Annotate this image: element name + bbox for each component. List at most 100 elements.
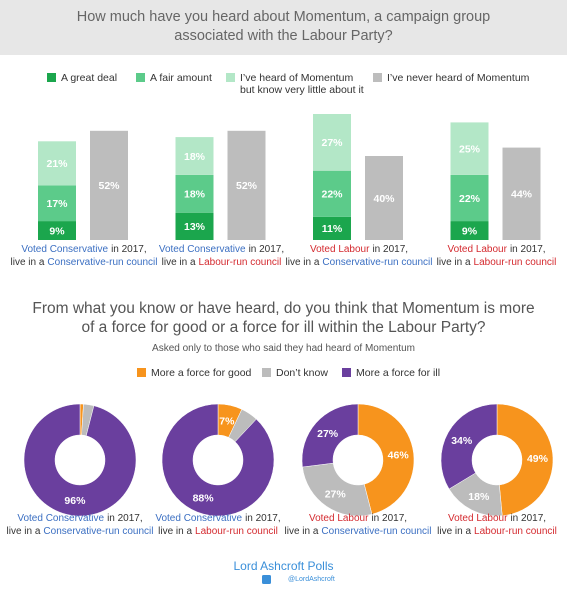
category-label: live in a Conservative-run council [11,257,158,268]
data-label: 40% [373,193,395,205]
category-vote: Voted Labour [448,513,508,524]
category-lead: live in a [11,257,45,268]
legend-label: More a force for good [151,367,252,379]
donut-slice [302,462,373,517]
bar [502,147,541,240]
category-label: live in a Conservative-run council [285,526,432,537]
category-vote: Voted Conservative [21,244,108,255]
bar [175,137,214,175]
category-year: in 2017, [372,244,408,255]
bar [313,114,351,171]
category-lead: live in a [162,257,196,268]
donut-slice [440,403,498,490]
chart-title: From what you know or have heard, do you… [32,300,535,336]
legend-swatch [47,73,56,82]
category-year: in 2017, [371,513,407,524]
data-label: 88% [193,492,215,504]
legend-item: More a force for ill [342,367,462,379]
data-label: 21% [46,158,68,170]
category-label: live in a Conservative-run council [286,257,433,268]
category-year: in 2017, [510,244,546,255]
legend-swatch [137,368,146,377]
legend-item: I’ve never heard of Momentum [373,72,543,84]
data-label: 52% [98,180,120,192]
legend-swatch [373,73,382,82]
data-label: 18% [468,491,490,503]
legend-item: A fair amount [136,72,221,84]
donut-slice [301,403,359,468]
category-council: Conservative-run council [322,257,432,268]
bar [450,221,489,240]
footer-brand: Lord Ashcroft Polls [233,559,334,573]
bar [38,141,76,186]
category-label: Voted Conservative in 2017, [155,513,280,524]
donut-slice [357,403,415,515]
bar [450,122,489,175]
data-label: 11% [322,223,343,235]
footer-handle: @LordAshcroft [288,576,335,583]
legend-item: Don’t know [262,367,337,379]
category-vote: Voted Conservative [159,244,246,255]
category-label: Voted Labour in 2017, [310,244,408,255]
category-label: live in a Labour-run council [162,257,282,268]
bar [227,130,266,240]
category-label: live in a Labour-run council [437,257,557,268]
donut-slice [161,403,275,517]
donut-slice [496,403,554,517]
bar [365,156,403,240]
data-label: 27% [321,137,343,149]
category-vote: Voted Conservative [155,513,242,524]
category-vote: Voted Conservative [17,513,104,524]
header-band: How much have you heard about Momentum, … [0,0,567,55]
chart-subtitle: Asked only to those who said they had he… [152,343,415,354]
data-label: 44% [511,189,533,201]
category-council: Labour-run council [474,257,557,268]
bar [175,212,214,240]
legend-swatch [262,368,271,377]
category-council: Conservative-run council [43,526,153,537]
legend-label: I’ve heard of Momentum but know very lit… [240,72,364,96]
data-label: 22% [321,189,343,201]
category-vote: Voted Labour [447,244,507,255]
data-label: 17% [46,198,68,210]
data-label: 27% [317,428,339,440]
category-vote: Voted Labour [309,513,369,524]
data-label: 96% [64,495,86,507]
bar [175,174,214,213]
legend-swatch [342,368,351,377]
category-year: in 2017, [245,513,281,524]
legend-item: I’ve heard of Momentum but know very lit… [226,72,366,96]
category-label: Voted Labour in 2017, [448,513,546,524]
data-label: 13% [184,221,206,233]
category-council: Labour-run council [195,526,278,537]
data-label: 9% [462,225,478,237]
data-label: 25% [459,143,481,155]
data-label: 49% [527,453,549,465]
legend-label: Don’t know [276,367,328,379]
category-lead: live in a [7,526,41,537]
legend-label: More a force for ill [356,367,441,379]
category-vote: Voted Labour [310,244,370,255]
legend-item: A great deal [47,72,132,84]
category-label: live in a Labour-run council [437,526,557,537]
data-label: 18% [184,151,206,163]
category-year: in 2017, [510,513,546,524]
data-label: 52% [236,180,258,192]
category-lead: live in a [158,526,192,537]
category-label: Voted Labour in 2017, [309,513,407,524]
data-label: 18% [184,189,206,201]
category-council: Conservative-run council [321,526,431,537]
data-label: 22% [459,193,481,205]
category-year: in 2017, [249,244,285,255]
chart-title: How much have you heard about Momentum, … [76,9,491,44]
data-label: 34% [451,435,473,447]
category-label: live in a Conservative-run council [7,526,154,537]
category-council: Labour-run council [474,526,557,537]
bar [38,185,76,222]
bar [313,170,351,217]
category-lead: live in a [437,257,471,268]
legend-swatch [226,73,235,82]
bar [38,221,76,240]
